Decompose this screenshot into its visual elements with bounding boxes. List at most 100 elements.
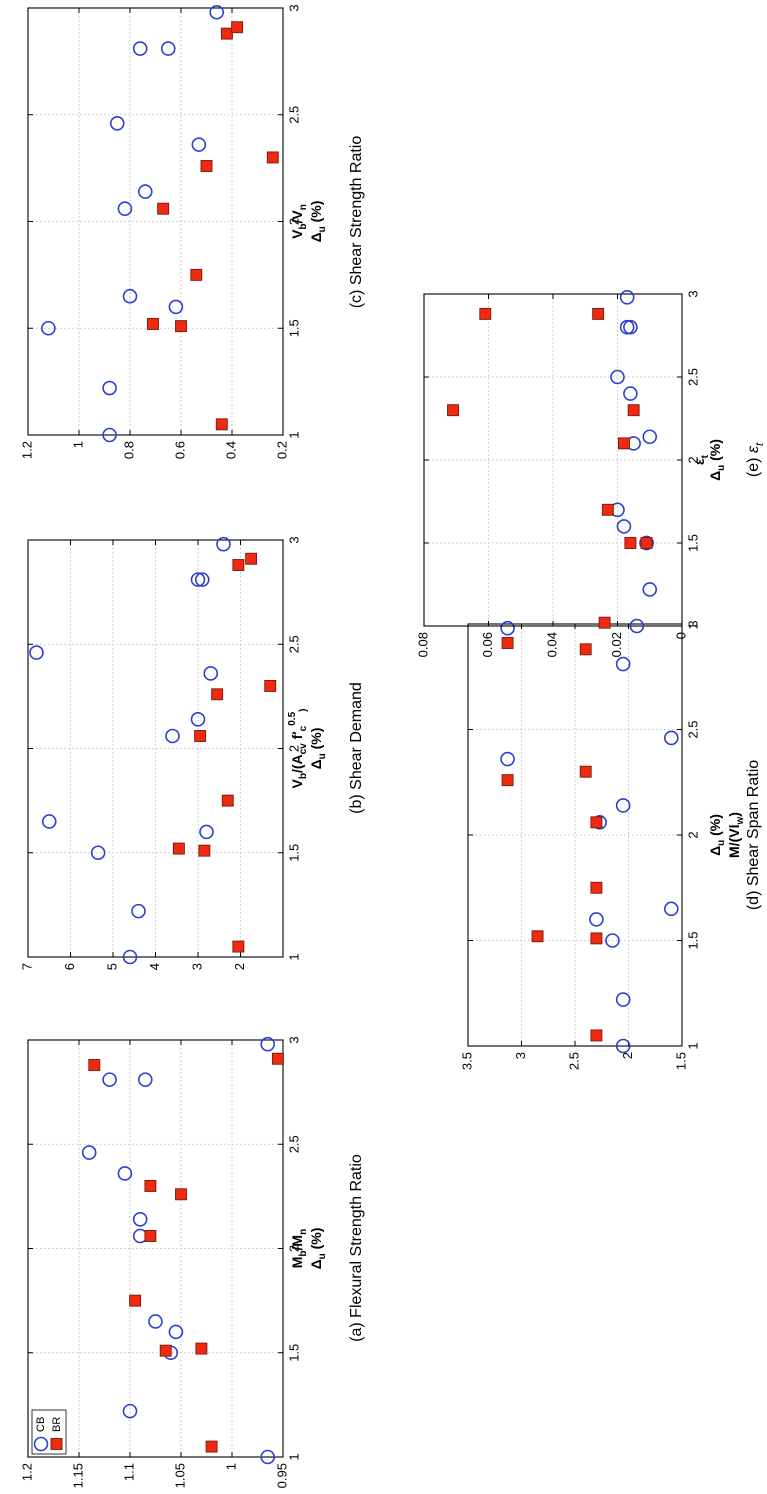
cb-point [190,572,206,587]
br-point [144,1179,157,1192]
x-tick-label: 2.5 [685,368,700,386]
x-axis-label: Δu (%) [707,814,727,856]
cb-point [619,319,635,335]
y-tick-label: 0.95 [274,1463,289,1488]
y-tick-label: 3 [513,1052,528,1059]
x-tick-label: 3 [685,290,700,297]
br-point [618,437,630,450]
br-point [579,643,592,656]
y-tick-label: 0.08 [415,632,430,657]
cb-point [605,933,620,948]
cb-point [102,427,117,443]
y-tick-label: 1 [70,441,85,448]
panel-b: 1 1.5 2 2.5 3 2 3 4 5 6 7 Δu (%)Vb/(Acv f′c0.5) (b) … [19,536,365,970]
br-point [88,1059,101,1071]
cb-point [663,901,679,917]
cb-point [81,1145,97,1160]
cb-point [623,319,638,335]
br-point [198,844,211,857]
cb-point [615,992,631,1007]
br-point [624,537,637,549]
br-point [232,940,245,953]
cb-point [122,949,138,965]
x-tick-label: 2.5 [286,635,301,653]
br-point [579,765,592,778]
br-point [194,730,207,742]
br-point [231,21,244,34]
cb-point [117,1166,133,1181]
cb-point [260,1449,276,1465]
cb-point [138,184,153,199]
cb-point [616,519,632,534]
y-tick-label: 2.5 [566,1052,581,1070]
cb-point [29,645,44,660]
cb-point [642,582,658,597]
legend-br-marker [50,1438,63,1450]
cb-point [109,115,125,131]
cb-point [165,728,180,744]
y-axis-label: Vb/(Acv f′c0.5) [287,709,309,789]
cb-point [610,369,625,385]
cb-point [160,41,176,56]
y-tick-label: 0.2 [274,441,289,459]
y-tick-label: 2 [232,963,247,970]
br-point [501,774,514,787]
x-axis-label: Δu (%) [308,1228,328,1270]
y-axis-label: Vb/Vn [289,204,309,239]
br-point [531,930,544,943]
cb-point [122,288,138,304]
x-tick-label: 3 [286,4,301,11]
br-point [144,1230,157,1242]
y-tick-label: 1.5 [673,1052,688,1070]
br-point [271,1052,284,1065]
y-tick-label: 1.2 [19,441,34,459]
cb-point [500,751,515,767]
br-point [220,27,233,40]
y-tick-label: 1 [223,1463,238,1470]
y-tick-label: 1.2 [19,1463,34,1481]
cb-point [623,386,638,401]
plot-frame [27,1039,284,1458]
x-tick-label: 2 [286,1245,301,1252]
cb-point [132,1212,148,1227]
x-tick-label: 1.5 [685,534,700,552]
x-axis-label: Δu (%) [707,439,727,481]
br-point [175,1188,187,1201]
br-point [157,202,170,215]
plot-frame [27,539,284,958]
y-tick-label: 0 [673,632,688,639]
br-point [590,816,603,829]
cb-point [615,798,631,813]
y-tick-label: 0.04 [544,632,559,657]
panel-c: 1 1.5 2 2.5 3 0.2 0.4 0.6 0.8 1 1.2 Δu (%)Vb/Vn (c) … [19,4,365,459]
x-tick-label: 1.5 [286,1344,301,1362]
panel-e: 1 1.5 2 2.5 3 0 0.02 0.04 0.06 0.08 Δu (%)εt (e) εt [415,290,766,657]
legend-cb-marker [33,1436,49,1452]
br-point [195,1342,208,1355]
x-tick-label: 2.5 [286,1135,301,1153]
br-point [129,1294,142,1307]
br-point [264,680,277,692]
cb-point [500,620,515,636]
br-point [598,616,611,629]
br-point [232,559,245,571]
y-tick-label: 0.4 [223,441,238,459]
x-tick-label: 2 [685,831,700,838]
x-tick-label: 1 [286,953,301,960]
y-tick-label: 5 [104,963,119,970]
cb-point [642,429,658,445]
br-point [221,794,234,807]
plot-frame [467,623,683,1047]
cb-point [41,814,57,829]
br-point [200,160,213,172]
cb-point [102,380,117,396]
cb-point [619,290,635,305]
cb-point [41,320,56,336]
cb-point [148,1314,163,1329]
legend: CB BR [31,1409,67,1455]
panel-caption: (c) Shear Strength Ratio [348,136,365,309]
x-tick-label: 2 [685,456,700,463]
legend-br-label: BR [51,1417,63,1432]
y-tick-label: 3 [189,963,204,970]
x-tick-label: 2.5 [286,106,301,124]
